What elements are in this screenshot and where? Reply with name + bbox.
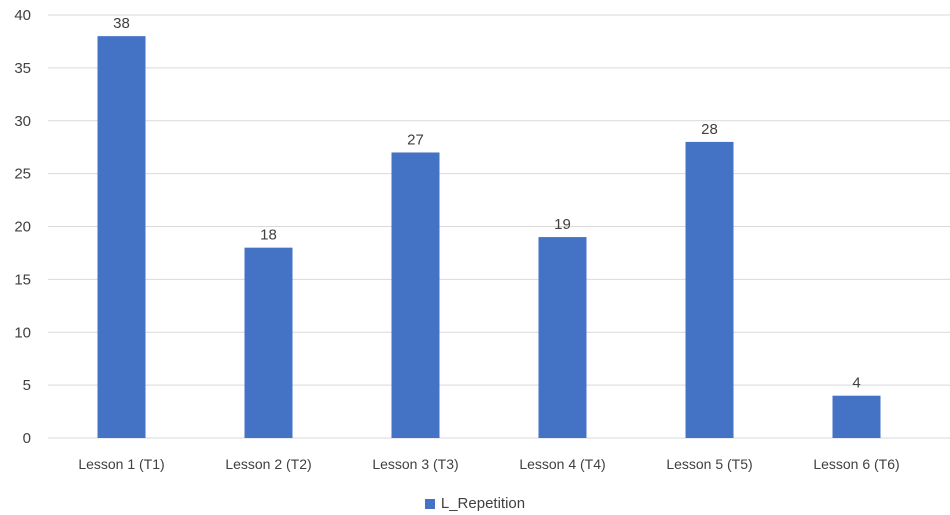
y-tick-label: 10 — [14, 324, 31, 341]
bar — [685, 141, 734, 438]
data-label: 19 — [554, 216, 571, 233]
data-labels: 38 18 27 19 28 4 — [113, 15, 861, 392]
bar — [391, 152, 440, 438]
data-label: 18 — [260, 227, 277, 244]
legend-label: L_Repetition — [440, 495, 526, 512]
y-tick-label: 15 — [14, 271, 31, 288]
y-tick-label: 25 — [14, 166, 31, 183]
y-tick-label: 30 — [14, 113, 31, 130]
bar — [97, 36, 146, 439]
x-tick-label: Lesson 6 (T6) — [813, 456, 899, 472]
data-label: 27 — [407, 131, 424, 148]
legend-swatch — [424, 498, 435, 509]
data-label: 38 — [113, 15, 130, 32]
y-axis-tick-labels: 0 5 10 15 20 25 30 35 40 — [14, 7, 31, 447]
bar — [244, 247, 293, 438]
bar-chart: 0 5 10 15 20 25 30 35 40 38 18 27 19 28 4 Lesson 1 (T… — [14, 7, 950, 472]
grid-layer — [48, 14, 950, 439]
y-tick-label: 20 — [14, 219, 31, 236]
legend: L_Repetition — [0, 495, 950, 512]
y-tick-label: 5 — [23, 377, 31, 394]
x-axis-tick-labels: Lesson 1 (T1) Lesson 2 (T2) Lesson 3 (T3) L… — [78, 456, 899, 472]
bar — [832, 395, 881, 438]
data-label: 28 — [701, 121, 718, 138]
data-label: 4 — [852, 375, 860, 392]
x-tick-label: Lesson 3 (T3) — [372, 456, 458, 472]
y-tick-label: 35 — [14, 60, 31, 77]
y-tick-label: 0 — [23, 430, 31, 447]
y-tick-label: 40 — [14, 7, 31, 24]
x-tick-label: Lesson 1 (T1) — [78, 456, 164, 472]
x-tick-label: Lesson 4 (T4) — [519, 456, 605, 472]
x-tick-label: Lesson 2 (T2) — [225, 456, 311, 472]
bar — [538, 237, 587, 438]
bars — [97, 36, 881, 439]
x-tick-label: Lesson 5 (T5) — [666, 456, 752, 472]
